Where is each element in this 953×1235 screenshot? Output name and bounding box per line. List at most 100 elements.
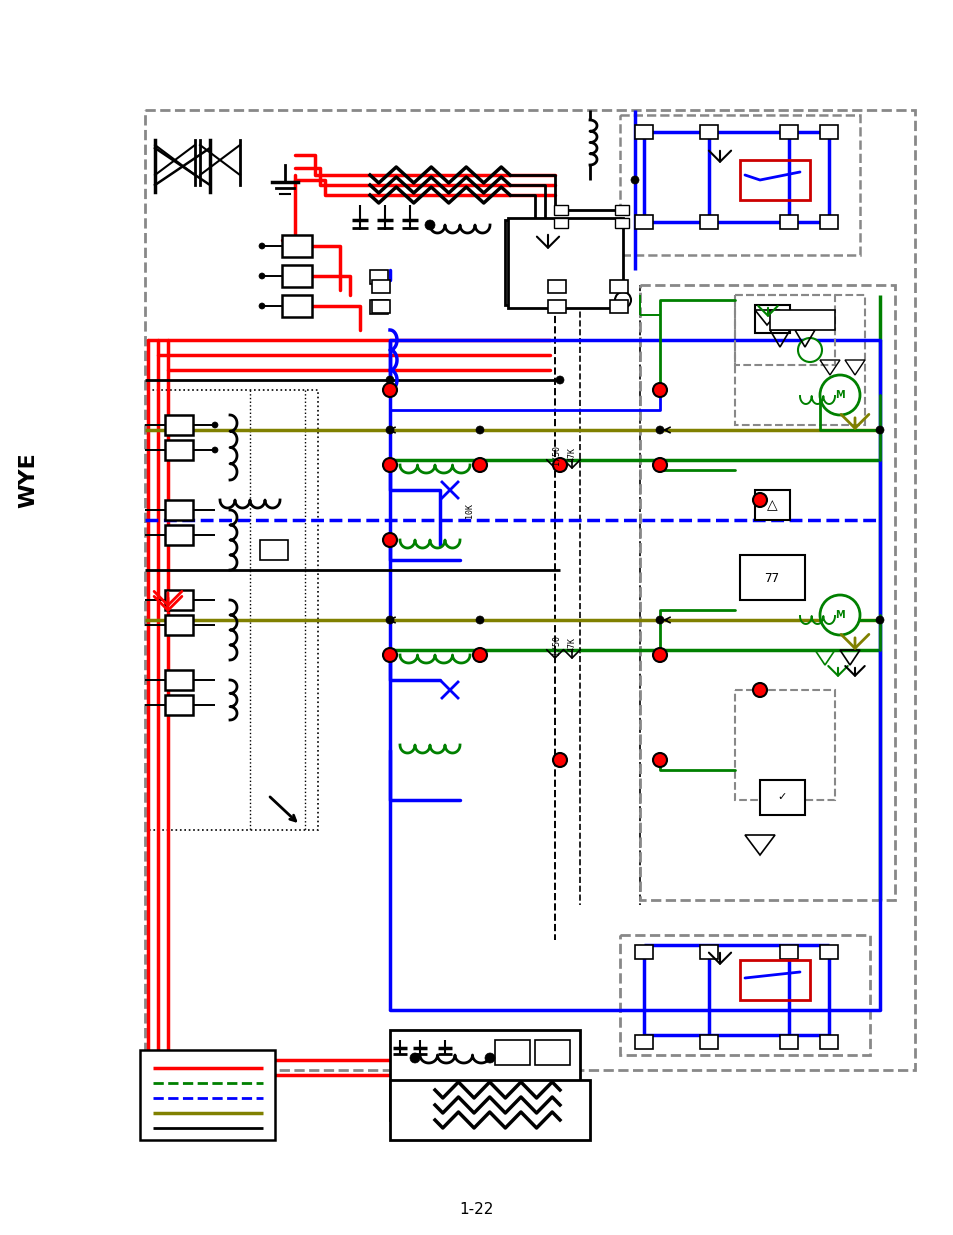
Bar [619, 935, 869, 1055]
Bar [165, 671, 193, 690]
Bar [700, 125, 718, 140]
Text: ✓: ✓ [777, 792, 786, 802]
Circle shape [656, 426, 663, 433]
Text: 1/50: 1/50 [551, 445, 560, 466]
Bar [769, 310, 834, 330]
Bar [820, 215, 837, 228]
Circle shape [656, 616, 663, 624]
Bar [554, 219, 567, 228]
Bar [282, 235, 312, 257]
Bar [635, 1035, 652, 1049]
Text: 47K: 47K [567, 637, 576, 652]
Bar [700, 215, 718, 228]
Bar [370, 270, 388, 284]
Bar [165, 615, 193, 635]
Circle shape [212, 447, 218, 453]
Bar [145, 110, 914, 1070]
Bar [165, 590, 193, 610]
Bar [780, 945, 797, 960]
Bar [390, 1030, 579, 1120]
Bar [615, 219, 628, 228]
Bar [639, 285, 894, 900]
Bar [754, 490, 789, 520]
Bar [165, 525, 193, 545]
Text: 77: 77 [763, 572, 779, 584]
Bar [282, 266, 312, 287]
Bar [165, 695, 193, 715]
Circle shape [752, 493, 766, 508]
Bar [820, 1035, 837, 1049]
Bar [372, 280, 390, 293]
Circle shape [382, 534, 396, 547]
Bar [372, 300, 390, 312]
Bar [734, 295, 864, 425]
Circle shape [473, 458, 486, 472]
Text: 47K: 47K [567, 447, 576, 462]
Circle shape [473, 648, 486, 662]
Circle shape [556, 375, 563, 384]
Text: 1-22: 1-22 [459, 1203, 494, 1218]
Bar [734, 295, 834, 366]
Bar [780, 215, 797, 228]
Circle shape [386, 426, 394, 433]
Bar [635, 215, 652, 228]
Circle shape [382, 458, 396, 472]
Bar [370, 300, 388, 314]
Circle shape [424, 220, 435, 230]
Bar [780, 1035, 797, 1049]
Bar [260, 540, 288, 559]
Circle shape [382, 383, 396, 396]
Bar [734, 690, 834, 800]
Circle shape [410, 1053, 419, 1063]
Text: WYE: WYE [18, 452, 38, 508]
Bar [700, 945, 718, 960]
Bar [820, 125, 837, 140]
Bar [700, 1035, 718, 1049]
Circle shape [258, 303, 265, 309]
Bar [140, 1050, 274, 1140]
Bar [554, 205, 567, 215]
Circle shape [258, 243, 265, 249]
Circle shape [386, 375, 394, 384]
Bar [507, 219, 622, 308]
Text: △: △ [766, 498, 777, 513]
Circle shape [476, 616, 483, 624]
Bar [609, 280, 627, 293]
Text: 10K: 10K [465, 503, 474, 517]
Bar [547, 280, 565, 293]
Circle shape [820, 595, 859, 635]
Bar [609, 300, 627, 312]
Bar [165, 440, 193, 459]
Circle shape [484, 1053, 495, 1063]
Bar [740, 960, 809, 1000]
Bar [615, 205, 628, 215]
Bar [282, 295, 312, 317]
Bar [635, 945, 652, 960]
Circle shape [652, 648, 666, 662]
Circle shape [752, 683, 766, 697]
Circle shape [382, 648, 396, 662]
Bar [535, 1040, 569, 1065]
Circle shape [630, 177, 639, 184]
Bar [760, 781, 804, 815]
Bar [547, 300, 565, 312]
Bar [504, 220, 604, 305]
Bar [148, 390, 317, 830]
Bar [635, 125, 652, 140]
Circle shape [652, 458, 666, 472]
Text: M: M [834, 390, 844, 400]
Bar [820, 945, 837, 960]
Circle shape [652, 383, 666, 396]
Circle shape [553, 458, 566, 472]
Circle shape [875, 616, 883, 624]
Bar [619, 115, 859, 254]
Text: M: M [834, 610, 844, 620]
Circle shape [258, 273, 265, 279]
Bar [740, 161, 809, 200]
Bar [165, 500, 193, 520]
Circle shape [797, 338, 821, 362]
Bar [754, 305, 789, 333]
Circle shape [820, 375, 859, 415]
Circle shape [875, 426, 883, 433]
Circle shape [212, 422, 218, 429]
